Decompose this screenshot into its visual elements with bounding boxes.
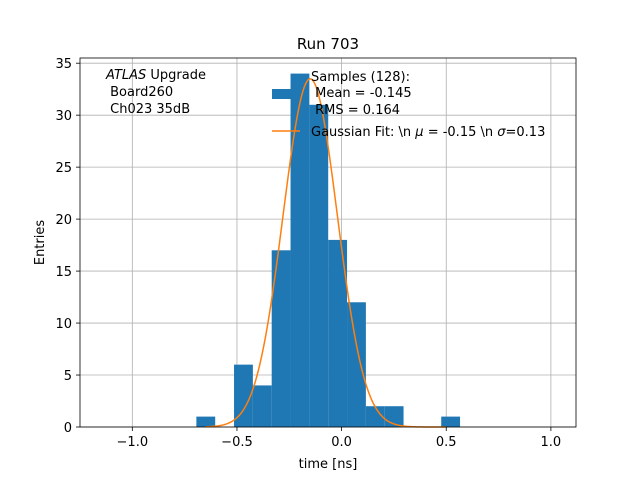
legend-fit-mu: μ	[414, 125, 423, 140]
x-tick-label-4: 1.0	[541, 435, 562, 450]
legend-samples-patch	[272, 89, 300, 99]
histogram-bar-2	[234, 364, 253, 427]
histogram-bar-4	[271, 250, 291, 427]
histogram-bar-13	[441, 416, 461, 427]
legend-fit-sigma: σ	[497, 125, 506, 140]
legend-fit-prefix: Gaussian Fit: \n	[311, 125, 415, 140]
x-tick-label-1: −0.5	[221, 435, 253, 450]
histogram-bar-9	[365, 406, 385, 427]
annotation-line-3: Ch023 35dB	[106, 102, 190, 117]
y-tick-label-3: 15	[55, 265, 72, 280]
y-tick-label-7: 35	[55, 57, 72, 72]
histogram-bars	[196, 73, 461, 427]
histogram-bar-7	[328, 239, 348, 427]
plot-frame	[79, 57, 577, 428]
y-tick-label-2: 10	[55, 317, 72, 332]
gaussian-fit-line	[205, 78, 447, 428]
legend-fit-label: Gaussian Fit: \n μ = -0.15 \n σ=0.13	[311, 125, 545, 140]
annotation-upgrade: Upgrade	[146, 68, 206, 83]
x-tick-label-3: 0.5	[436, 435, 457, 450]
histogram-bar-3	[252, 385, 272, 427]
x-tick-label-2: 0.0	[331, 435, 352, 450]
y-tick-label-5: 25	[55, 161, 72, 176]
y-tick-label-0: 0	[64, 421, 72, 436]
y-tick-label-4: 20	[55, 213, 72, 228]
annotation-line-2: Board260	[106, 85, 173, 100]
y-tick-label-6: 30	[55, 109, 72, 124]
legend-rms-label: RMS = 0.164	[311, 103, 400, 118]
annotation-atlas: ATLAS	[105, 68, 146, 83]
y-axis-ticks: 0 5 10 15 20 25 30 35	[55, 57, 80, 436]
y-tick-label-1: 5	[64, 369, 72, 384]
histogram-bar-8	[347, 302, 366, 427]
x-tick-label-0: −1.0	[117, 435, 149, 450]
x-axis-ticks: −1.0 −0.5 0.0 0.5 1.0	[117, 427, 562, 450]
legend-mean-label: Mean = -0.145	[311, 86, 412, 101]
atlas-annotation: ATLAS Upgrade Board260 Ch023 35dB	[105, 68, 206, 117]
legend: Samples (128): Mean = -0.145 RMS = 0.164…	[272, 70, 545, 140]
annotation-line-1: ATLAS Upgrade	[105, 68, 206, 83]
histogram-bar-5	[290, 73, 310, 427]
y-axis-label: Entries	[33, 220, 48, 266]
legend-fit-mid: = -0.15 \n	[424, 125, 498, 140]
legend-samples-label: Samples (128):	[311, 70, 410, 85]
chart-title: Run 703	[297, 35, 359, 53]
legend-fit-suffix: =0.13	[506, 125, 546, 140]
histogram-bar-6	[309, 104, 329, 427]
x-axis-label: time [ns]	[299, 457, 358, 472]
histogram-bar-0	[196, 416, 216, 427]
